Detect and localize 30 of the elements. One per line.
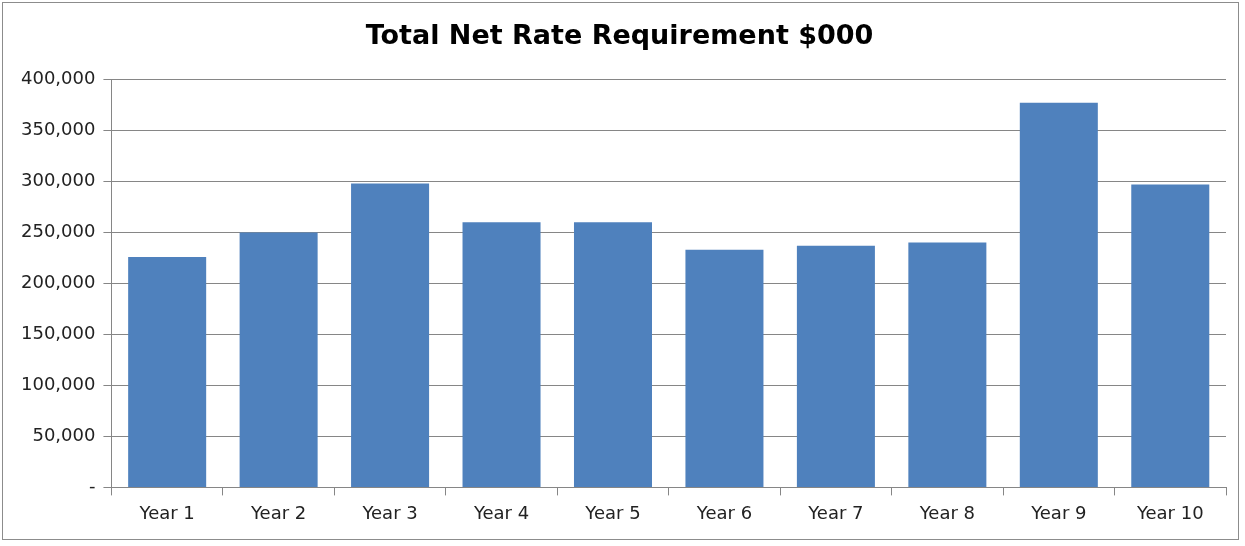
bar xyxy=(1019,102,1098,487)
y-tick-label: 400,000 xyxy=(21,67,96,89)
chart-title: Total Net Rate Requirement $000 xyxy=(365,19,874,51)
x-tick-label: Year 9 xyxy=(1030,501,1087,523)
x-tick-label: Year 7 xyxy=(807,501,864,523)
bar xyxy=(573,222,652,487)
y-tick-label: 200,000 xyxy=(21,271,96,293)
x-tick-label: Year 2 xyxy=(249,501,307,523)
bar xyxy=(128,256,207,487)
bar xyxy=(1131,184,1210,487)
bar xyxy=(685,249,764,487)
x-tick-label: Year 5 xyxy=(584,501,641,523)
x-tick-label: Year 4 xyxy=(472,501,530,523)
bar xyxy=(462,222,541,487)
x-tick-label: Year 10 xyxy=(1135,501,1204,523)
bar xyxy=(351,183,430,487)
x-tick-label: Year 1 xyxy=(138,501,195,523)
x-tick-label: Year 8 xyxy=(918,501,976,523)
y-tick-label: 300,000 xyxy=(21,169,96,191)
y-tick-label: 50,000 xyxy=(32,424,96,446)
y-tick-label: 100,000 xyxy=(21,373,96,395)
bar xyxy=(796,245,875,487)
y-tick-label: - xyxy=(88,475,96,497)
x-tick-label: Year 3 xyxy=(361,501,418,523)
x-tick-label: Year 6 xyxy=(695,501,753,523)
y-tick-label: 350,000 xyxy=(21,118,96,140)
bar xyxy=(239,232,318,487)
bar xyxy=(908,242,987,487)
y-tick-label: 150,000 xyxy=(21,322,96,344)
y-tick-label: 250,000 xyxy=(21,220,96,242)
